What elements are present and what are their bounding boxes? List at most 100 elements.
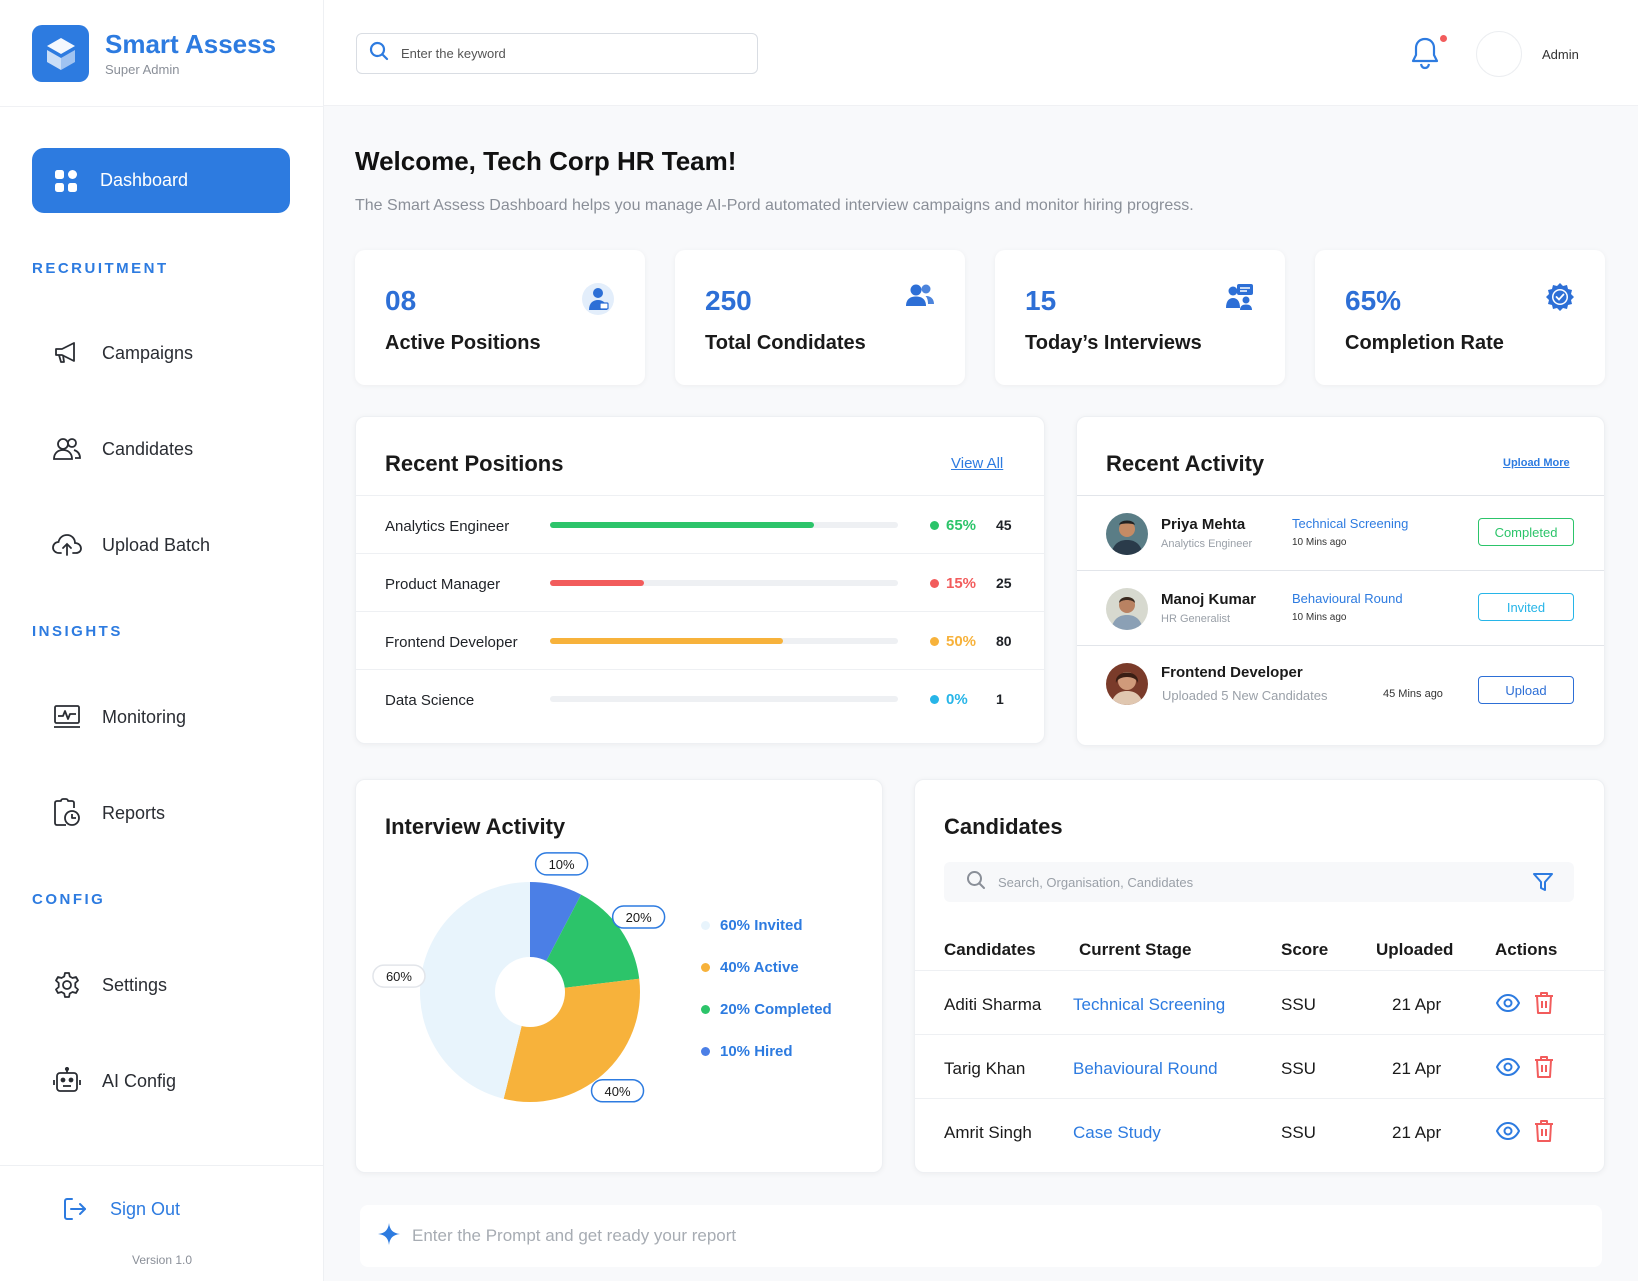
brand-divider [0,106,324,107]
column-header-score[interactable]: Score [1281,940,1329,959]
completed-button[interactable]: Completed [1478,518,1574,546]
filter-icon[interactable] [1532,871,1554,898]
grid-icon [54,169,78,193]
sidebar-item-campaigns[interactable]: Campaigns [52,338,193,368]
prompt-bar[interactable] [360,1205,1602,1267]
card-title: Interview Activity [385,814,566,839]
sidebar-item-monitoring[interactable]: Monitoring [52,702,186,732]
candidate-stage[interactable]: Case Study [1073,1123,1161,1142]
position-percent: 15% [946,575,977,592]
candidates-search-box[interactable] [944,862,1574,902]
candidate-stage[interactable]: Technical Screening [1073,995,1226,1014]
legend-dot [701,921,710,930]
candidates-card: Candidates Candidates Current Stage Scor… [914,779,1606,1173]
card-title: Recent Activity [1106,451,1265,476]
activity-row[interactable]: Manoj Kumar HR Generalist Behavioural Ro… [1077,570,1604,645]
stat-value: 65% [1345,285,1402,316]
sidebar-item-settings[interactable]: Settings [52,970,167,1000]
megaphone-icon [52,338,82,368]
legend-item[interactable]: 60% Invited [701,917,803,934]
candidate-name: Amrit Singh [944,1123,1032,1142]
gear-icon [52,970,82,1000]
table-row[interactable]: Aditi Sharma Technical Screening SSU 21 Apr [915,970,1606,1034]
column-header-actions: Actions [1495,940,1558,959]
position-row[interactable]: Frontend Developer 50% 80 [356,611,1044,669]
trash-icon[interactable] [1533,1119,1555,1148]
candidate-name: Tarig Khan [944,1059,1026,1078]
sidebar-item-label: Reports [102,802,166,823]
activity-time: 10 Mins ago [1292,537,1347,548]
trash-icon[interactable] [1533,991,1555,1020]
sidebar: Smart Assess Super Admin Dashboard RECRU… [0,0,324,1281]
upload-more-link[interactable]: Upload More [1503,457,1570,469]
sidebar-item-reports[interactable]: Reports [52,798,165,828]
avatar[interactable] [1476,31,1522,77]
candidate-stage[interactable]: Behavioural Round [1073,1059,1218,1078]
legend-label: 20% Completed [720,1001,832,1018]
sidebar-item-label: Dashboard [100,170,189,190]
activity-role: Uploaded 5 New Candidates [1162,688,1328,703]
progress-track [550,580,898,586]
stat-value: 250 [705,285,752,316]
sidebar-item-candidates[interactable]: Candidates [52,434,193,464]
table-row[interactable]: Tarig Khan Behavioural Round SSU 21 Apr [915,1034,1606,1098]
legend-dot [701,1005,710,1014]
stat-value: 15 [1025,285,1057,316]
pie-slice-20-completed[interactable] [530,894,640,992]
avatar [1106,588,1148,630]
sign-out-button[interactable]: Sign Out [62,1196,180,1222]
stat-label: Total Condidates [705,332,866,354]
search-box[interactable] [356,33,758,74]
pie-slice-60-invited[interactable] [420,882,530,1099]
activity-row[interactable]: Frontend Developer Uploaded 5 New Candid… [1077,645,1604,730]
position-name: Product Manager [385,576,501,593]
candidates-search-input[interactable] [998,874,1518,890]
activity-time: 10 Mins ago [1292,612,1347,623]
column-header-stage[interactable]: Current Stage [1079,940,1192,959]
column-header-uploaded[interactable]: Uploaded [1376,940,1454,959]
sidebar-item-upload-batch[interactable]: Upload Batch [52,530,210,560]
stat-card-total-candidates[interactable]: 250 Total Condidates [675,250,965,385]
sidebar-item-label: Monitoring [102,706,187,727]
sidebar-item-dashboard[interactable]: Dashboard [32,148,290,213]
card-title: Candidates [944,814,1063,839]
prompt-input[interactable] [412,1226,1512,1246]
column-header-candidates[interactable]: Candidates [944,940,1036,959]
eye-icon[interactable] [1495,1055,1521,1084]
brand[interactable]: Smart Assess Super Admin [32,25,276,82]
pie-label-text: 60% [386,969,412,984]
legend-item[interactable]: 40% Active [701,959,799,976]
activity-name: Frontend Developer [1161,664,1303,681]
stat-card-todays-interviews[interactable]: 15 Today’s Interviews [995,250,1285,385]
bell-icon[interactable] [1410,36,1440,75]
user-name[interactable]: Admin [1542,47,1579,62]
badge-check-icon [1545,282,1575,317]
view-all-link[interactable]: View All [951,455,1004,472]
position-row[interactable]: Product Manager 15% 25 [356,553,1044,611]
pie-chart: 60% 40% 20% 10% [372,852,666,1103]
position-percent: 50% [946,633,977,650]
position-name: Data Science [385,692,475,709]
section-config: CONFIG [32,891,106,908]
upload-button[interactable]: Upload [1478,676,1574,704]
sidebar-item-ai-config[interactable]: AI Config [52,1066,176,1096]
position-row[interactable]: Analytics Engineer 65% 45 [356,495,1044,553]
candidate-score: SSU [1281,1123,1316,1142]
search-input[interactable] [401,46,741,61]
position-row[interactable]: Data Science 0% 1 [356,669,1044,727]
table-row[interactable]: Amrit Singh Case Study SSU 21 Apr [915,1098,1606,1162]
sidebar-item-label: Candidates [102,438,194,459]
legend-item[interactable]: 20% Completed [701,1001,832,1018]
eye-icon[interactable] [1495,991,1521,1020]
signout-divider [0,1165,324,1166]
activity-row[interactable]: Priya Mehta Analytics Engineer Technical… [1077,495,1604,570]
stat-card-completion-rate[interactable]: 65% Completion Rate [1315,250,1605,385]
trash-icon[interactable] [1533,1055,1555,1084]
position-count: 80 [996,633,1012,649]
stat-card-active-positions[interactable]: 08 Active Positions [355,250,645,385]
eye-icon[interactable] [1495,1119,1521,1148]
interview-activity-card: Interview Activity 60% 40% 20% 10% 60% Invi… [355,779,883,1173]
card-title: Recent Positions [385,451,564,476]
invited-button[interactable]: Invited [1478,593,1574,621]
legend-item[interactable]: 10% Hired [701,1043,793,1060]
